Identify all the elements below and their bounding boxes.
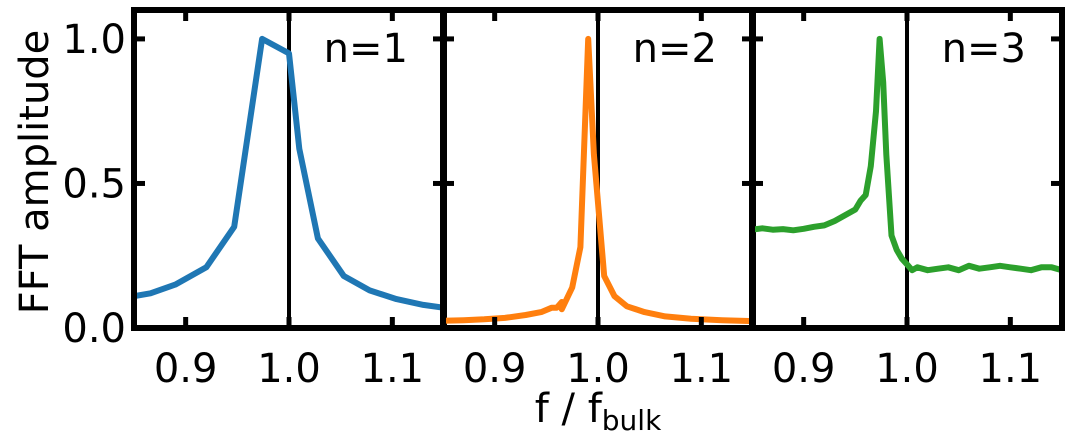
panel-3-xtick-label: 1.0 xyxy=(875,346,939,392)
panel-1-xtick-label: 1.1 xyxy=(361,346,425,392)
x-axis-label-main: f / f xyxy=(535,386,603,432)
x-axis-label: f / fbulk xyxy=(535,386,662,437)
panel-1-xtick-label: 0.9 xyxy=(154,346,218,392)
panel-2-xtick-label: 1.0 xyxy=(566,346,630,392)
panel-1: 0.9 1.0 1.1 0.0 0.5 1.0 n=1 xyxy=(62,7,447,392)
panels-group: 0.9 1.0 1.1 0.0 0.5 1.0 n=1 0.9 1.0 1.1 n=2 0.9 1.0 1… xyxy=(62,7,1065,392)
panel-3-series-line xyxy=(752,35,1062,274)
ytick-label: 1.0 xyxy=(62,17,126,63)
x-axis-label-subscript: bulk xyxy=(602,404,662,437)
y-axis-label: FFT amplitude xyxy=(12,30,58,315)
ytick-label: 0.5 xyxy=(62,161,126,207)
panel-3-xtick-label: 0.9 xyxy=(772,346,836,392)
panel-3-label: n=3 xyxy=(942,26,1026,72)
panel-2: 0.9 1.0 1.1 n=2 xyxy=(440,7,756,392)
panel-3: 0.9 1.0 1.1 n=3 xyxy=(749,7,1065,392)
panel-3-xtick-label: 1.1 xyxy=(979,346,1043,392)
panel-1-label: n=1 xyxy=(324,26,408,72)
panel-2-label: n=2 xyxy=(633,26,717,72)
panel-1-series-line xyxy=(134,35,444,311)
ytick-label: 0.0 xyxy=(62,306,126,352)
panel-2-series-line xyxy=(443,35,753,325)
panel-2-xtick-label: 1.1 xyxy=(670,346,734,392)
panel-1-xtick-label: 1.0 xyxy=(257,346,321,392)
panel-2-xtick-label: 0.9 xyxy=(463,346,527,392)
